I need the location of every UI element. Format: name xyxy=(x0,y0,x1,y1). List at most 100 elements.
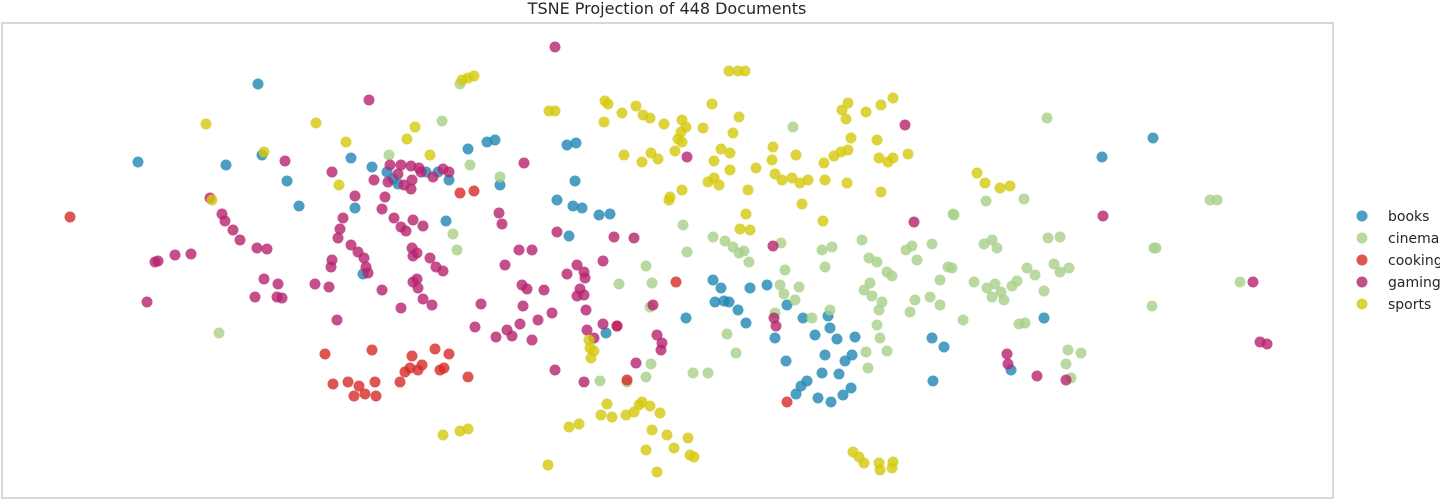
point-cooking-0 xyxy=(64,211,76,223)
point-sports-5 xyxy=(739,65,751,77)
point-gaming-14 xyxy=(443,166,455,178)
point-sports-106 xyxy=(462,423,474,435)
point-sports-49 xyxy=(766,154,778,166)
point-cinema-83 xyxy=(1063,262,1075,274)
point-sports-33 xyxy=(706,98,718,110)
point-books-63 xyxy=(1038,312,1050,324)
point-gaming-16 xyxy=(392,168,404,180)
point-cinema-44 xyxy=(886,270,898,282)
point-sports-29 xyxy=(669,145,681,157)
point-sports-98 xyxy=(668,442,680,454)
point-cinema-96 xyxy=(1041,112,1053,124)
point-sports-37 xyxy=(724,164,736,176)
point-sports-118 xyxy=(708,155,720,167)
point-cinema-51 xyxy=(874,332,886,344)
point-gaming-118 xyxy=(1001,348,1013,360)
point-sports-74 xyxy=(841,177,853,189)
point-gaming-81 xyxy=(561,268,573,280)
point-sports-116 xyxy=(697,122,709,134)
legend-marker-cinema xyxy=(1356,232,1368,244)
point-gaming-50 xyxy=(309,278,321,290)
point-sports-107 xyxy=(542,459,554,471)
point-gaming-117 xyxy=(1261,338,1273,350)
point-gaming-91 xyxy=(506,330,518,342)
point-cinema-39 xyxy=(826,241,838,253)
point-sports-104 xyxy=(437,429,449,441)
point-sports-31 xyxy=(636,156,648,168)
point-cooking-19 xyxy=(406,350,418,362)
point-books-22 xyxy=(551,194,563,206)
point-cinema-75 xyxy=(998,294,1010,306)
point-gaming-113 xyxy=(1097,210,1109,222)
point-books-27 xyxy=(563,230,575,242)
point-cinema-50 xyxy=(871,319,883,331)
point-gaming-59 xyxy=(249,291,261,303)
point-cinema-80 xyxy=(1038,285,1050,297)
point-sports-61 xyxy=(845,132,857,144)
point-sports-94 xyxy=(646,424,658,436)
point-sports-21 xyxy=(630,100,642,112)
point-cinema-65 xyxy=(934,299,946,311)
legend-label-gaming: gaming xyxy=(1388,275,1440,291)
point-gaming-86 xyxy=(538,284,550,296)
point-gaming-9 xyxy=(395,159,407,171)
point-gaming-94 xyxy=(532,314,544,326)
point-gaming-38 xyxy=(395,302,407,314)
legend-item-cooking: cooking xyxy=(1356,253,1440,269)
point-books-20 xyxy=(494,179,506,191)
point-sports-115 xyxy=(595,409,607,421)
point-books-64 xyxy=(1096,151,1108,163)
point-gaming-70 xyxy=(334,223,346,235)
point-gaming-53 xyxy=(251,242,263,254)
point-books-36 xyxy=(740,317,752,329)
point-books-26 xyxy=(604,208,616,220)
point-sports-101 xyxy=(651,466,663,478)
plot-frame xyxy=(1,22,1334,499)
point-sports-84 xyxy=(585,352,597,364)
point-gaming-87 xyxy=(475,298,487,310)
point-cinema-85 xyxy=(1019,317,1031,329)
point-cinema-49 xyxy=(873,304,885,316)
point-sports-45 xyxy=(740,208,752,220)
point-gaming-111 xyxy=(578,376,590,388)
point-sports-64 xyxy=(842,97,854,109)
point-cinema-88 xyxy=(1060,358,1072,370)
point-gaming-30 xyxy=(424,252,436,264)
point-gaming-96 xyxy=(546,307,558,319)
point-gaming-39 xyxy=(376,284,388,296)
point-gaming-72 xyxy=(493,207,505,219)
point-cinema-99 xyxy=(1146,300,1158,312)
point-cinema-91 xyxy=(1054,231,1066,243)
point-cinema-102 xyxy=(1234,276,1246,288)
point-books-6 xyxy=(345,152,357,164)
point-sports-117 xyxy=(715,143,727,155)
point-books-60 xyxy=(926,332,938,344)
point-cinema-47 xyxy=(866,290,878,302)
point-sports-100 xyxy=(688,451,700,463)
point-books-51 xyxy=(833,368,845,380)
point-books-13 xyxy=(443,174,455,186)
point-cinema-86 xyxy=(1062,344,1074,356)
point-books-52 xyxy=(845,382,857,394)
point-gaming-77 xyxy=(551,226,563,238)
point-gaming-26 xyxy=(417,220,429,232)
points-layer xyxy=(64,41,1273,478)
point-cooking-1 xyxy=(454,187,466,199)
point-gaming-104 xyxy=(597,318,609,330)
point-gaming-63 xyxy=(227,224,239,236)
point-cinema-77 xyxy=(1011,275,1023,287)
point-gaming-75 xyxy=(499,259,511,271)
point-sports-36 xyxy=(724,147,736,159)
point-sports-62 xyxy=(840,113,852,125)
point-cinema-78 xyxy=(1021,262,1033,274)
point-cooking-14 xyxy=(369,376,381,388)
legend: books cinema cooking gaming sports xyxy=(1356,209,1440,313)
point-cinema-42 xyxy=(871,256,883,268)
point-cinema-12 xyxy=(677,219,689,231)
point-sports-32 xyxy=(618,149,630,161)
point-cinema-57 xyxy=(926,238,938,250)
point-gaming-6 xyxy=(326,166,338,178)
point-sports-80 xyxy=(994,182,1006,194)
point-cooking-10 xyxy=(342,376,354,388)
